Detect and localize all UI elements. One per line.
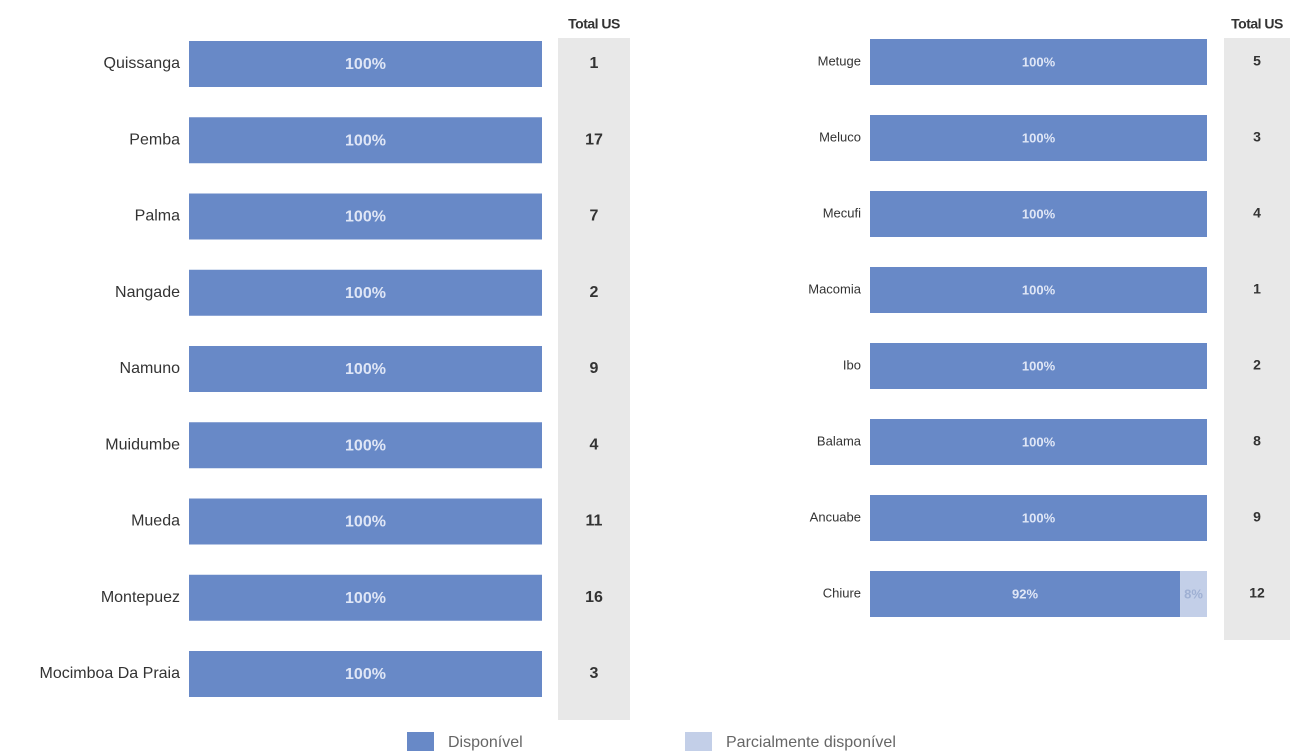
bar-segment <box>189 117 542 164</box>
value-label: 100% <box>1022 206 1056 221</box>
bar-segment <box>870 419 1207 465</box>
bar-segment <box>189 41 542 87</box>
bar-segment <box>870 115 1207 161</box>
value-label: 100% <box>345 56 386 73</box>
value-label: 100% <box>345 666 386 683</box>
total-value: 3 <box>590 665 599 682</box>
total-value: 1 <box>590 55 599 72</box>
total-value: 17 <box>585 131 603 148</box>
category-label: Montepuez <box>101 589 180 606</box>
value-label: 100% <box>1022 54 1056 69</box>
total-value: 8 <box>1253 433 1261 449</box>
total-value: 1 <box>1253 281 1261 297</box>
bar-segment <box>189 193 542 240</box>
bar-segment <box>189 269 542 316</box>
totals-column <box>1224 38 1290 640</box>
totals-title: Total US <box>568 16 620 32</box>
category-label: Balama <box>817 433 862 448</box>
value-label: 8% <box>1184 586 1203 601</box>
category-label: Metuge <box>818 53 861 68</box>
value-label: 92% <box>1012 586 1038 601</box>
total-value: 3 <box>1253 129 1261 145</box>
bar-segment <box>189 498 542 545</box>
category-label: Ibo <box>843 357 861 372</box>
bar-segment <box>189 574 542 621</box>
value-label: 100% <box>345 285 386 302</box>
bar-segment <box>870 39 1207 85</box>
total-value: 4 <box>590 436 599 453</box>
total-value: 11 <box>586 513 603 530</box>
totals-title: Total US <box>1231 16 1283 32</box>
category-label: Pemba <box>129 131 180 148</box>
category-label: Palma <box>135 208 180 225</box>
legend-swatch <box>685 732 712 751</box>
value-label: 100% <box>1022 282 1056 297</box>
value-label: 100% <box>1022 358 1056 373</box>
total-value: 7 <box>590 208 599 225</box>
category-label: Meluco <box>819 129 861 144</box>
totals-column <box>558 38 630 720</box>
total-value: 2 <box>590 284 599 301</box>
bar-segment <box>870 267 1207 313</box>
category-label: Mocimboa Da Praia <box>40 665 181 682</box>
value-label: 100% <box>345 361 386 378</box>
total-value: 4 <box>1253 205 1261 221</box>
value-label: 100% <box>1022 434 1056 449</box>
bar-segment <box>189 346 542 392</box>
bar-segment <box>870 343 1207 389</box>
category-label: Quissanga <box>104 55 181 72</box>
total-value: 2 <box>1253 357 1261 373</box>
total-value: 9 <box>590 360 599 377</box>
legend-swatch <box>407 732 434 751</box>
category-label: Muidumbe <box>105 436 180 453</box>
category-label: Mueda <box>131 513 180 530</box>
category-label: Macomia <box>808 281 862 296</box>
value-label: 100% <box>345 437 386 454</box>
value-label: 100% <box>1022 130 1056 145</box>
total-value: 12 <box>1249 585 1265 601</box>
value-label: 100% <box>1022 510 1056 525</box>
legend-label: Disponível <box>448 734 523 751</box>
total-value: 5 <box>1253 53 1261 69</box>
value-label: 100% <box>345 209 386 226</box>
category-label: Namuno <box>120 360 181 377</box>
bar-segment <box>189 422 542 469</box>
legend-label: Parcialmente disponível <box>726 734 896 751</box>
bar-segment <box>189 651 542 697</box>
bar-segment <box>1180 571 1207 617</box>
total-value: 9 <box>1253 509 1261 525</box>
value-label: 100% <box>345 590 386 607</box>
category-label: Ancuabe <box>810 509 861 524</box>
bar-segment <box>870 191 1207 237</box>
category-label: Mecufi <box>823 205 861 220</box>
value-label: 100% <box>345 514 386 531</box>
value-label: 100% <box>345 132 386 149</box>
category-label: Chiure <box>823 585 861 600</box>
category-label: Nangade <box>115 284 180 301</box>
bar-segment <box>870 571 1181 617</box>
total-value: 16 <box>585 589 603 606</box>
bar-segment <box>870 495 1207 541</box>
